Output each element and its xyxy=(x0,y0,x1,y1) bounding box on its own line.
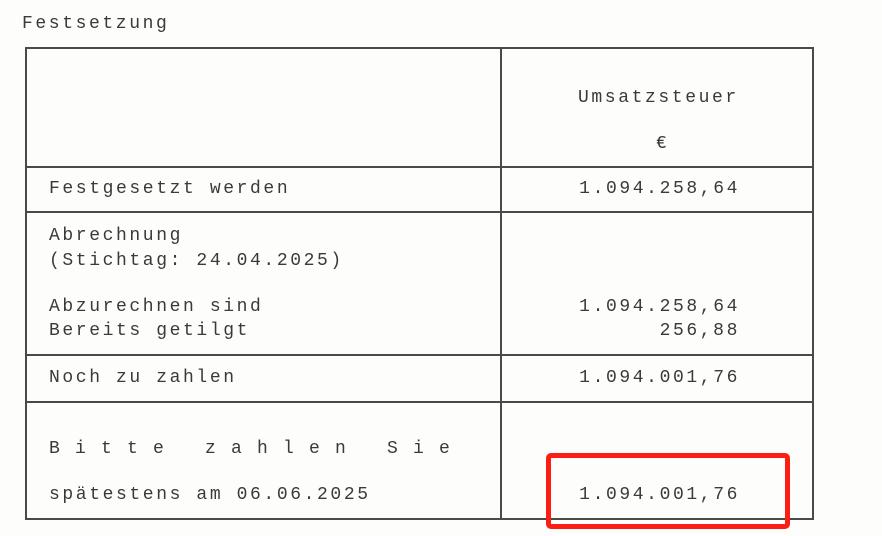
divider xyxy=(812,47,814,520)
divider xyxy=(500,47,502,520)
divider xyxy=(25,354,814,356)
noch-zu-zahlen-label: Noch zu zahlen xyxy=(49,368,237,388)
abzurechnen-label: Abzurechnen sind xyxy=(49,297,264,317)
currency-label: € xyxy=(656,134,670,154)
divider xyxy=(25,47,27,520)
due-date-label: spätestens am 06.06.2025 xyxy=(49,485,371,505)
amount-due-value: 1.094.001,76 xyxy=(579,485,740,505)
abzurechnen-value: 1.094.258,64 xyxy=(579,297,740,317)
divider xyxy=(25,401,814,403)
divider xyxy=(25,47,814,49)
festgesetzt-value: 1.094.258,64 xyxy=(579,179,740,199)
getilgt-value: 256,88 xyxy=(659,321,740,341)
highlight-box xyxy=(546,453,790,529)
divider xyxy=(25,211,814,213)
payment-request-label: Bitte zahlen Sie xyxy=(49,439,466,459)
festgesetzt-label: Festgesetzt werden xyxy=(49,179,291,199)
column-header: Umsatzsteuer xyxy=(578,88,739,108)
getilgt-label: Bereits getilgt xyxy=(49,321,251,341)
abrechnung-label: Abrechnung xyxy=(49,226,184,246)
section-title: Festsetzung xyxy=(22,14,170,34)
divider xyxy=(25,166,814,168)
divider xyxy=(25,518,814,520)
noch-zu-zahlen-value: 1.094.001,76 xyxy=(579,368,740,388)
stichtag-label: (Stichtag: 24.04.2025) xyxy=(49,251,344,271)
